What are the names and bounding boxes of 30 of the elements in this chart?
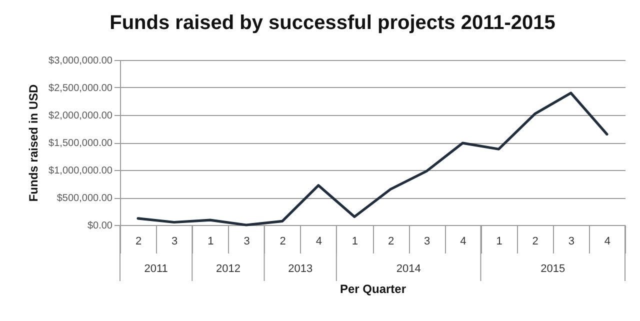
x-tick-label: 3 bbox=[244, 236, 250, 248]
x-tick-label: 2 bbox=[135, 236, 142, 248]
chart-title: Funds raised by successful projects 2011-2015 bbox=[110, 12, 556, 34]
x-tick-label: 4 bbox=[604, 236, 611, 248]
x-tick-label: 3 bbox=[568, 236, 574, 248]
y-tick-label: $500,000.00 bbox=[56, 193, 113, 204]
y-tick-label: $1,000,000.00 bbox=[48, 166, 113, 176]
x-tick-label: 1 bbox=[496, 236, 502, 248]
line-series bbox=[136, 92, 608, 226]
y-tick-label: $2,500,000.00 bbox=[48, 83, 113, 94]
text: 2014 bbox=[396, 263, 421, 275]
x-tick-label: 3 bbox=[172, 236, 178, 248]
y-axis-title: Funds raised in USD bbox=[26, 84, 41, 202]
x-tick-label: 4 bbox=[460, 236, 466, 248]
text: 2012 bbox=[216, 263, 240, 275]
x-tick-label: 3 bbox=[424, 236, 430, 248]
y-tick-label: $1,500,000.00 bbox=[48, 138, 113, 149]
text: 2015 bbox=[540, 263, 566, 275]
y-tick-label: $2,000,000.00 bbox=[48, 110, 113, 122]
x-tick-label: 4 bbox=[316, 236, 322, 248]
x-tick-label: 1 bbox=[352, 236, 358, 248]
x-tick-label: 1 bbox=[208, 236, 214, 248]
x-tick-label: 2 bbox=[280, 236, 286, 248]
y-tick-label: $3,000,000.00 bbox=[48, 56, 113, 66]
x-tick-label: 2 bbox=[532, 236, 538, 248]
text: 2011 bbox=[144, 263, 168, 275]
text: 2013 bbox=[288, 263, 313, 275]
x-tick-label: 2 bbox=[388, 236, 394, 248]
y-tick-label: $0.00 bbox=[87, 220, 113, 232]
x-axis-title: Per Quarter bbox=[340, 282, 406, 296]
